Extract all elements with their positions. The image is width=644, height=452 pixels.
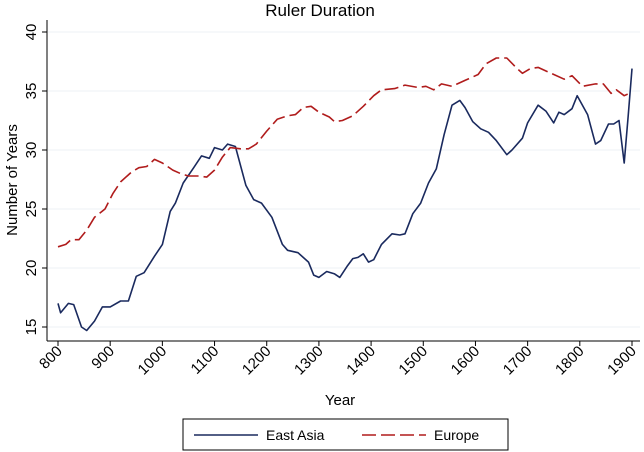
y-tick-label: 20: [23, 260, 40, 277]
series-line-europe: [57, 57, 633, 248]
legend-label-europe: Europe: [434, 427, 479, 443]
series-line-east-asia: [57, 68, 633, 332]
y-tick-label: 25: [23, 201, 40, 218]
legend: East Asia Europe: [182, 418, 509, 451]
y-ticks: 15 20 25 30 35 40: [23, 24, 47, 336]
y-tick-label: 15: [23, 319, 40, 336]
y-tick-label: 35: [23, 83, 40, 100]
series-lines: [57, 57, 633, 332]
y-axis-label: Number of Years: [4, 124, 21, 236]
y-tick-label: 30: [23, 142, 40, 159]
legend-label-east-asia: East Asia: [266, 427, 325, 443]
x-axis-label: Year: [325, 392, 355, 409]
chart-title: Ruler Duration: [265, 1, 375, 20]
y-tick-label: 40: [23, 24, 40, 41]
